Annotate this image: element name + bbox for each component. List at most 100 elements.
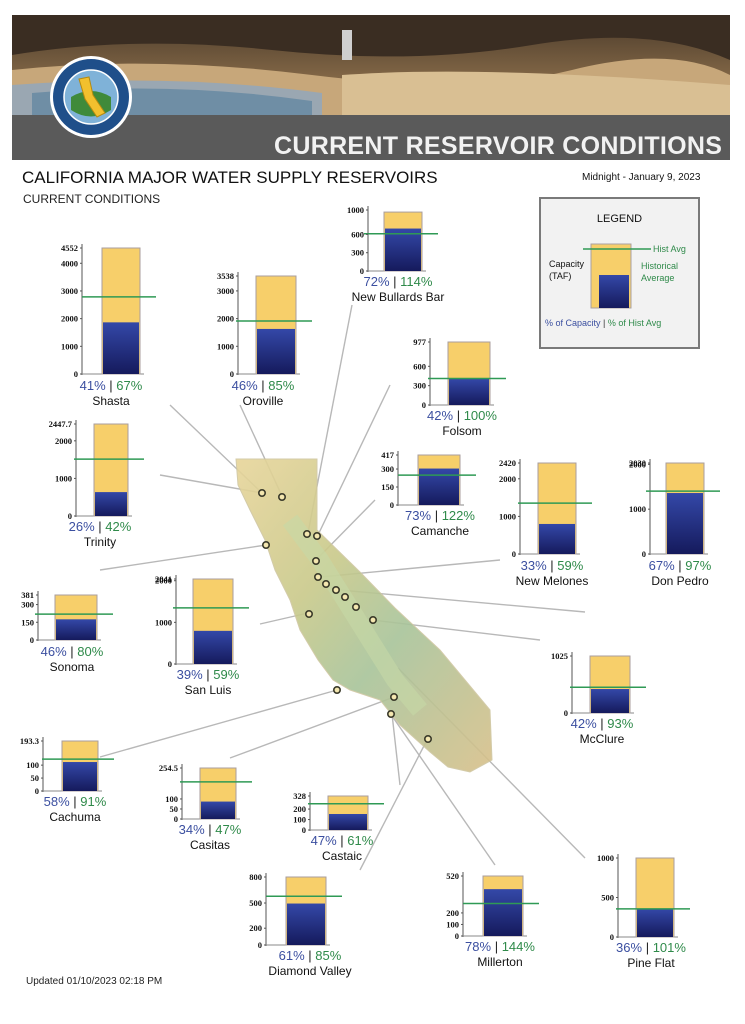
new-melones-name: New Melones — [515, 574, 589, 588]
legend-footer: % of Capacity | % of Hist Avg — [545, 318, 661, 328]
don-pedro-pct-hist: 97% — [685, 558, 712, 573]
banner-title: CURRENT RESERVOIR CONDITIONS — [274, 132, 723, 160]
sonoma-percentages: 46% | 80% — [12, 644, 132, 659]
cachuma-pct-hist: 91% — [80, 794, 107, 809]
pine-flat-pct-capacity: 36% — [616, 940, 643, 955]
header-banner: CURRENT RESERVOIR CONDITIONS — [12, 15, 730, 160]
trinity-name: Trinity — [83, 535, 117, 549]
new-bullards-bar-pct-separator: | — [389, 274, 401, 289]
folsom-percentages: 42% | 100% — [402, 408, 522, 423]
dwr-seal-logo — [50, 56, 132, 138]
oroville-pct-hist: 85% — [268, 378, 295, 393]
trinity-pct-separator: | — [94, 519, 106, 534]
castaic-pct-capacity: 47% — [310, 833, 337, 848]
castaic-name: Castaic — [321, 849, 362, 863]
shasta-name: Shasta — [92, 394, 130, 408]
don-pedro-pct-capacity: 67% — [648, 558, 675, 573]
page-title: CALIFORNIA MAJOR WATER SUPPLY RESERVOIRS — [22, 168, 438, 187]
reservoir-markers — [257, 488, 432, 743]
mcclure-percentages: 42% | 93% — [542, 716, 662, 731]
folsom-pct-hist: 100% — [463, 408, 497, 423]
shasta-pct-separator: | — [105, 378, 117, 393]
camanche-pct-separator: | — [431, 508, 442, 523]
shasta-pct-capacity: 41% — [79, 378, 106, 393]
castaic-pct-hist: 61% — [347, 833, 374, 848]
camanche-name: Camanche — [410, 524, 470, 538]
new-melones-pct-separator: | — [546, 558, 558, 573]
millerton-name: Millerton — [477, 955, 523, 969]
castaic-pct-separator: | — [336, 833, 348, 848]
folsom-pct-capacity: 42% — [427, 408, 454, 423]
pine-flat-percentages: 36% | 101% — [591, 940, 711, 955]
oroville-name: Oroville — [242, 394, 284, 408]
san-luis-pct-hist: 59% — [213, 667, 240, 682]
legend-title: LEGEND — [596, 213, 643, 225]
legend-pct-hist: % of Hist Avg — [607, 318, 662, 328]
legend-separator: | — [603, 318, 606, 328]
new-bullards-bar-name: New Bullards Bar — [351, 290, 445, 304]
new-melones-pct-hist: 59% — [557, 558, 584, 573]
diamond-valley-percentages: 61% | 85% — [250, 948, 370, 963]
oroville-pct-separator: | — [257, 378, 269, 393]
sonoma-pct-hist: 80% — [77, 644, 104, 659]
don-pedro-name: Don Pedro — [651, 574, 709, 588]
millerton-pct-hist: 144% — [501, 939, 535, 954]
trinity-pct-hist: 42% — [105, 519, 132, 534]
diamond-valley-pct-hist: 85% — [315, 948, 342, 963]
mcclure-pct-capacity: 42% — [570, 716, 597, 731]
san-luis-percentages: 39% | 59% — [148, 667, 268, 682]
legend: LEGEND Hist Avg Capacity (TAF) Historica… — [539, 197, 700, 349]
legend-capacity: Capacity (TAF) — [549, 259, 585, 281]
diamond-valley-pct-capacity: 61% — [278, 948, 305, 963]
casitas-name: Casitas — [189, 838, 230, 852]
cachuma-percentages: 58% | 91% — [15, 794, 135, 809]
new-bullards-bar-pct-hist: 114% — [400, 274, 433, 289]
millerton-pct-capacity: 78% — [465, 939, 492, 954]
don-pedro-percentages: 67% | 97% — [620, 558, 740, 573]
legend-historical-average: Historical Average — [641, 261, 679, 283]
legend-graphic — [583, 243, 651, 309]
millerton-pct-separator: | — [491, 939, 502, 954]
pine-flat-pct-hist: 101% — [652, 940, 686, 955]
casitas-percentages: 34% | 47% — [150, 822, 270, 837]
page-subtitle: CURRENT CONDITIONS — [23, 192, 161, 206]
diamond-valley-pct-separator: | — [304, 948, 316, 963]
legend-pct-capacity: % of Capacity — [545, 318, 601, 328]
millerton-percentages: 78% | 144% — [440, 939, 560, 954]
legend-hist-avg: Hist Avg — [653, 244, 686, 254]
oroville-pct-capacity: 46% — [231, 378, 258, 393]
casitas-pct-separator: | — [204, 822, 216, 837]
banner-photo — [12, 15, 730, 160]
pine-flat-pct-separator: | — [642, 940, 653, 955]
folsom-name: Folsom — [442, 424, 482, 438]
diamond-valley-name: Diamond Valley — [268, 964, 352, 978]
sonoma-name: Sonoma — [49, 660, 95, 674]
camanche-percentages: 73% | 122% — [380, 508, 500, 523]
updated-timestamp: Updated 01/10/2023 02:18 PM — [26, 976, 163, 987]
cachuma-pct-separator: | — [69, 794, 81, 809]
pine-flat-name: Pine Flat — [627, 956, 675, 970]
folsom-pct-separator: | — [453, 408, 464, 423]
camanche-pct-capacity: 73% — [405, 508, 432, 523]
san-luis-name: San Luis — [184, 683, 232, 697]
camanche-pct-hist: 122% — [441, 508, 475, 523]
trinity-percentages: 26% | 42% — [40, 519, 160, 534]
new-melones-percentages: 33% | 59% — [492, 558, 612, 573]
shasta-pct-hist: 67% — [116, 378, 143, 393]
san-luis-pct-separator: | — [202, 667, 214, 682]
mcclure-pct-hist: 93% — [607, 716, 634, 731]
report-date: Midnight - January 9, 2023 — [582, 172, 701, 183]
sonoma-pct-capacity: 46% — [40, 644, 67, 659]
mcclure-name: McClure — [579, 732, 625, 746]
cachuma-name: Cachuma — [49, 810, 101, 824]
mcclure-pct-separator: | — [596, 716, 608, 731]
sonoma-pct-separator: | — [66, 644, 78, 659]
san-luis-pct-capacity: 39% — [176, 667, 203, 682]
casitas-pct-capacity: 34% — [178, 822, 205, 837]
trinity-pct-capacity: 26% — [68, 519, 95, 534]
oroville-percentages: 46% | 85% — [203, 378, 323, 393]
new-bullards-bar-percentages: 72% | 114% — [338, 274, 458, 289]
new-bullards-bar-pct-capacity: 72% — [363, 274, 390, 289]
new-melones-pct-capacity: 33% — [520, 558, 547, 573]
